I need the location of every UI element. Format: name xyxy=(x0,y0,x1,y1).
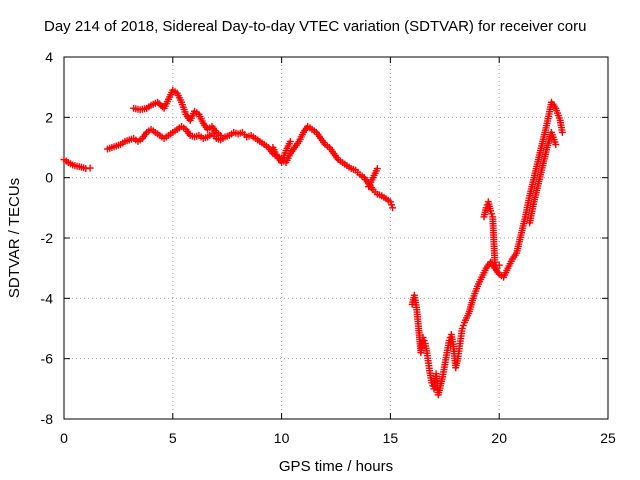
data-point xyxy=(558,128,566,136)
x-tick-label: 0 xyxy=(60,430,68,446)
data-markers xyxy=(60,86,566,399)
y-tick-label: -4 xyxy=(41,290,54,306)
y-tick-label: -8 xyxy=(41,411,54,427)
y-axis-label: SDTVAR / TECUs xyxy=(6,178,23,298)
x-tick-label: 20 xyxy=(491,430,507,446)
x-tick-label: 10 xyxy=(274,430,290,446)
data-point xyxy=(217,131,225,139)
grid xyxy=(64,57,608,419)
x-tick-labels: 0 5 10 15 20 25 xyxy=(60,430,616,446)
data-point xyxy=(86,164,94,172)
y-tick-label: 0 xyxy=(45,170,53,186)
axis-ticks xyxy=(63,56,609,420)
y-tick-label: -6 xyxy=(41,351,54,367)
y-tick-labels: -8 -6 -4 -2 0 2 4 xyxy=(41,49,54,427)
data-point xyxy=(552,140,560,148)
x-tick-label: 5 xyxy=(169,430,177,446)
x-tick-label: 15 xyxy=(383,430,399,446)
y-tick-label: 4 xyxy=(45,49,53,65)
data-point xyxy=(495,261,503,269)
x-axis-label: GPS time / hours xyxy=(279,458,393,475)
y-tick-label: 2 xyxy=(45,109,53,125)
chart-title: Day 214 of 2018, Sidereal Day-to-day VTE… xyxy=(44,18,586,35)
y-tick-label: -2 xyxy=(41,230,54,246)
x-tick-label: 25 xyxy=(600,430,616,446)
data-point xyxy=(286,137,294,145)
data-point xyxy=(373,165,381,173)
data-point xyxy=(389,204,397,212)
